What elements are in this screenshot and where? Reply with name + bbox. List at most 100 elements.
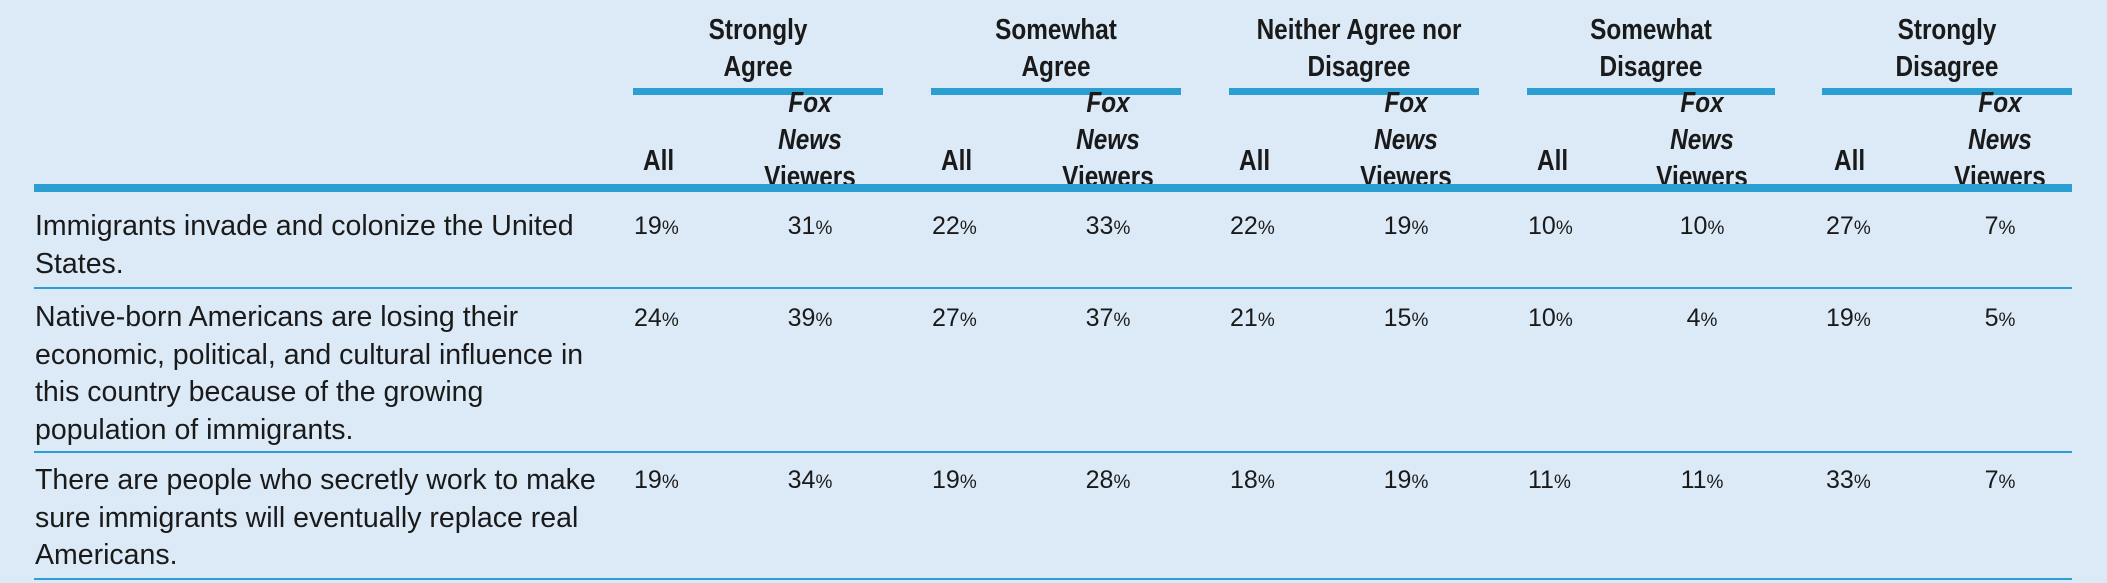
percent-sign: % — [1998, 310, 2016, 331]
subheader-all-2: All — [941, 145, 973, 177]
value-number: 19 — [634, 212, 662, 240]
value-number: 37 — [1085, 304, 1114, 332]
value-number: 27 — [1826, 212, 1854, 240]
value-cell-row1-neither-fox: 19% — [1346, 208, 1466, 247]
group-header-strongly-agree: Strongly Agree — [708, 14, 808, 83]
subheader-all-4: All — [1537, 145, 1569, 177]
value-number: 10 — [1528, 212, 1556, 240]
value-cell-row3-strongly-agree-fox: 34% — [750, 462, 870, 501]
header-rule — [34, 184, 2072, 192]
subheader-all-3: All — [1239, 145, 1271, 177]
percent-sign: % — [1257, 472, 1275, 493]
percent-sign: % — [959, 218, 977, 239]
value-number: 39 — [787, 304, 816, 332]
subheader-fox-4: Fox News Viewers — [1652, 87, 1753, 193]
percent-sign: % — [1113, 472, 1131, 493]
value-cell-row1-strongly-disagree-all: 27% — [1826, 208, 1871, 247]
group-header-neither: Neither Agree nor Disagree — [1256, 14, 1462, 83]
subheader-fox-3: Fox News Viewers — [1356, 87, 1457, 193]
group-rule-neither — [1229, 88, 1479, 95]
row-1-divider — [34, 287, 2072, 289]
subheader-all-5: All — [1834, 145, 1866, 177]
value-number: 28 — [1085, 466, 1114, 494]
percent-sign: % — [1113, 218, 1131, 239]
value-cell-row3-somewhat-agree-all: 19% — [932, 462, 977, 501]
value-cell-row2-neither-all: 21% — [1230, 300, 1275, 339]
value-cell-row2-strongly-agree-all: 24% — [634, 300, 679, 339]
percent-sign: % — [1998, 472, 2016, 493]
subheader-fox-line1: Fox News — [1374, 86, 1438, 156]
value-number: 19 — [1826, 304, 1854, 332]
percent-sign: % — [661, 310, 679, 331]
percent-sign: % — [1853, 472, 1871, 493]
percent-sign: % — [1853, 218, 1871, 239]
value-number: 19 — [634, 466, 662, 494]
value-number: 5 — [1984, 304, 1999, 332]
row-2-statement: Native-born Americans are losing their e… — [35, 301, 584, 446]
value-number: 11 — [1680, 466, 1707, 494]
percent-sign: % — [1998, 218, 2016, 239]
group-header-somewhat-disagree: Somewhat Disagree — [1590, 14, 1712, 83]
percent-sign: % — [815, 472, 833, 493]
value-cell-row1-somewhat-disagree-fox: 10% — [1642, 208, 1762, 247]
value-number: 19 — [1383, 466, 1412, 494]
value-number: 27 — [932, 304, 960, 332]
value-number: 7 — [1984, 466, 1999, 494]
percent-sign: % — [1257, 218, 1275, 239]
value-number: 34 — [787, 466, 816, 494]
value-number: 10 — [1679, 212, 1708, 240]
percent-sign: % — [815, 310, 833, 331]
value-number: 19 — [932, 466, 960, 494]
percent-sign: % — [661, 472, 679, 493]
value-cell-row3-neither-fox: 19% — [1346, 462, 1466, 501]
value-number: 10 — [1528, 304, 1556, 332]
percent-sign: % — [1113, 310, 1131, 331]
percent-sign: % — [1411, 218, 1429, 239]
value-cell-row1-somewhat-disagree-all: 10% — [1528, 208, 1573, 247]
percent-sign: % — [1257, 310, 1275, 331]
value-cell-row2-strongly-disagree-fox: 5% — [1940, 300, 2060, 339]
value-number: 19 — [1383, 212, 1412, 240]
value-number: 24 — [634, 304, 662, 332]
value-number: 33 — [1826, 466, 1854, 494]
value-number: 7 — [1984, 212, 1999, 240]
value-cell-row1-strongly-disagree-fox: 7% — [1940, 208, 2060, 247]
value-number: 11 — [1528, 466, 1554, 494]
value-cell-row2-strongly-disagree-all: 19% — [1826, 300, 1871, 339]
subheader-fox-1: Fox News Viewers — [760, 87, 861, 193]
value-number: 33 — [1085, 212, 1114, 240]
percent-sign: % — [1411, 310, 1429, 331]
row-1-statement: Immigrants invade and colonize the Unite… — [35, 210, 574, 280]
value-cell-row2-somewhat-disagree-all: 10% — [1528, 300, 1573, 339]
subheader-fox-line1: Fox News — [1968, 86, 2032, 156]
value-cell-row1-strongly-agree-all: 19% — [634, 208, 679, 247]
group-rule-somewhat-agree — [931, 88, 1181, 95]
value-number: 22 — [1230, 212, 1258, 240]
value-cell-row3-strongly-disagree-all: 33% — [1826, 462, 1871, 501]
value-number: 21 — [1230, 304, 1258, 332]
value-cell-row2-neither-fox: 15% — [1346, 300, 1466, 339]
value-cell-row3-neither-all: 18% — [1230, 462, 1275, 501]
value-cell-row3-somewhat-disagree-fox: 11% — [1642, 462, 1762, 501]
percent-sign: % — [815, 218, 833, 239]
group-rule-somewhat-disagree — [1527, 88, 1775, 95]
subheader-fox-5: Fox News Viewers — [1950, 87, 2051, 193]
subheader-fox-line1: Fox News — [1076, 86, 1140, 156]
percent-sign: % — [1706, 472, 1724, 493]
value-cell-row1-strongly-agree-fox: 31% — [750, 208, 870, 247]
value-number: 18 — [1230, 466, 1258, 494]
value-number: 31 — [787, 212, 816, 240]
group-header-strongly-disagree: Strongly Disagree — [1895, 14, 1999, 83]
percent-sign: % — [661, 218, 679, 239]
row-2-divider — [34, 451, 2072, 453]
value-cell-row3-somewhat-disagree-all: 11% — [1528, 462, 1571, 501]
percent-sign: % — [959, 310, 977, 331]
row-3-statement: There are people who secretly work to ma… — [35, 464, 596, 571]
percent-sign: % — [1411, 472, 1429, 493]
subheader-fox-2: Fox News Viewers — [1058, 87, 1159, 193]
percent-sign: % — [1555, 310, 1573, 331]
value-cell-row1-neither-all: 22% — [1230, 208, 1275, 247]
group-header-somewhat-agree: Somewhat Agree — [995, 14, 1117, 83]
subheader-all-1: All — [643, 145, 675, 177]
